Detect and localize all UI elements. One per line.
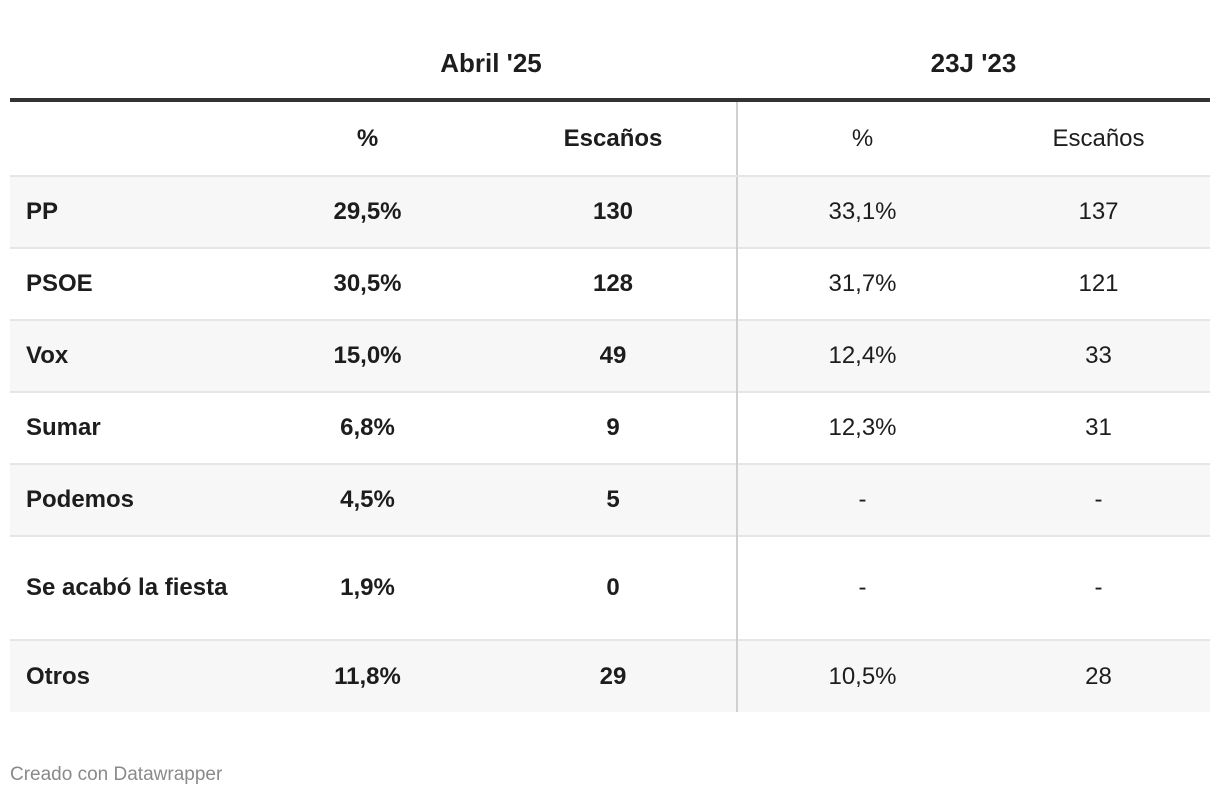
j23-pct-cell: 12,3% xyxy=(736,392,987,464)
column-group-header-row: Abril '25 23J '23 xyxy=(10,28,1210,102)
column-header-23j-seats: Escaños xyxy=(987,100,1210,177)
party-name-cell: PP xyxy=(26,198,59,225)
table-row: Se acabó la fiesta 1,9% 0 - - xyxy=(10,536,1210,640)
table-row: Vox 15,0% 49 12,4% 33 xyxy=(10,320,1210,392)
abril-seats-cell: 9 xyxy=(606,414,620,441)
j23-seats-cell: 33 xyxy=(1085,342,1112,369)
j23-seats-cell: 137 xyxy=(1078,198,1119,225)
column-header-abril-pct: % xyxy=(245,100,490,177)
j23-seats-cell: 121 xyxy=(1078,270,1119,297)
abril-seats-cell: 128 xyxy=(592,270,634,297)
results-table: Abril '25 23J '23 % Escaños % Escaños PP… xyxy=(10,28,1210,712)
empty-header-cell xyxy=(10,28,245,102)
footer-credit: Creado con Datawrapper xyxy=(10,764,223,785)
abril-pct-cell: 15,0% xyxy=(333,342,402,369)
party-name-cell: Se acabó la fiesta xyxy=(26,574,228,601)
empty-header-cell xyxy=(10,100,245,177)
abril-seats-cell: 49 xyxy=(599,342,627,369)
abril-pct-cell: 30,5% xyxy=(333,270,402,297)
party-name-cell: Vox xyxy=(26,342,69,369)
abril-seats-cell: 0 xyxy=(606,574,620,601)
j23-pct-cell: 10,5% xyxy=(736,640,987,712)
abril-pct-cell: 1,9% xyxy=(340,574,395,601)
party-name-cell: Sumar xyxy=(26,414,101,441)
j23-seats-cell: 28 xyxy=(1085,662,1112,690)
j23-pct-cell: - xyxy=(736,464,987,536)
group-header-abril-25: Abril '25 xyxy=(245,28,737,102)
j23-pct-cell: 31,7% xyxy=(736,248,987,320)
abril-pct-cell: 6,8% xyxy=(340,414,395,441)
j23-pct-cell: 12,4% xyxy=(736,320,987,392)
column-header-abril-seats: Escaños xyxy=(490,100,737,177)
j23-pct-cell: - xyxy=(736,536,987,640)
table-row: Sumar 6,8% 9 12,3% 31 xyxy=(10,392,1210,464)
party-name-cell: Otros xyxy=(26,662,91,690)
group-header-23j-23: 23J '23 xyxy=(737,28,1210,102)
abril-pct-cell: 4,5% xyxy=(340,486,395,513)
j23-seats-cell: - xyxy=(1094,574,1103,601)
abril-pct-cell: 11,8% xyxy=(334,662,401,690)
table-row: PSOE 30,5% 128 31,7% 121 xyxy=(10,248,1210,320)
party-name-cell: PSOE xyxy=(26,270,93,297)
abril-seats-cell: 29 xyxy=(599,662,627,690)
table-row: Podemos 4,5% 5 - - xyxy=(10,464,1210,536)
abril-seats-cell: 5 xyxy=(606,486,620,513)
j23-pct-cell: 33,1% xyxy=(736,176,987,248)
abril-seats-cell: 130 xyxy=(592,198,634,225)
j23-seats-cell: - xyxy=(1094,486,1103,513)
table-row: PP 29,5% 130 33,1% 137 xyxy=(10,176,1210,248)
abril-pct-cell: 29,5% xyxy=(333,198,402,225)
table-row: Otros 11,8% 29 10,5% 28 xyxy=(10,640,1210,712)
party-name-cell: Podemos xyxy=(26,486,135,513)
column-header-row: % Escaños % Escaños xyxy=(10,100,1210,177)
column-header-23j-pct: % xyxy=(736,100,987,177)
j23-seats-cell: 31 xyxy=(1085,414,1112,441)
